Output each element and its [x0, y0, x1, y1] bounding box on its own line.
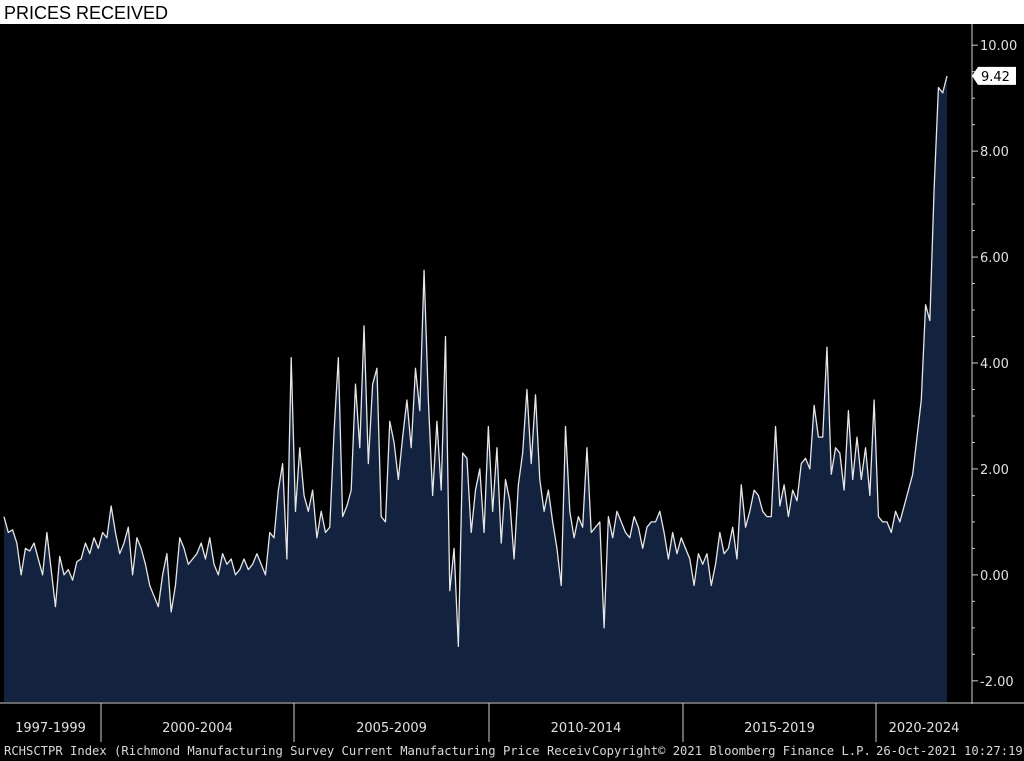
last-value-label: 9.42 — [981, 70, 1010, 85]
y-tick-label: 10.00 — [980, 39, 1017, 54]
chart-panel: 10.00 8.00 6.00 4.00 2.00 0.00 -2.00 9.42 1997-… — [0, 24, 1024, 742]
footer-copyright: Copyright© 2021 Bloomberg Finance L.P. — [592, 744, 871, 758]
last-value-box — [972, 66, 1016, 85]
x-period-label: 2015-2019 — [744, 721, 815, 736]
price-chart: 10.00 8.00 6.00 4.00 2.00 0.00 -2.00 9.42 1997-… — [0, 24, 1024, 742]
y-tick-label: 4.00 — [980, 357, 1009, 372]
x-period-label: 1997-1999 — [15, 721, 86, 736]
price-line — [3, 75, 948, 648]
y-tick-label: -2.00 — [980, 675, 1014, 690]
x-period-label: 2020-2024 — [889, 721, 960, 736]
area-fill — [4, 75, 947, 702]
x-period-label: 2010-2014 — [551, 721, 622, 736]
y-tick-label: 8.00 — [980, 145, 1009, 160]
y-tick-label: 0.00 — [980, 569, 1009, 584]
x-period-label: 2005-2009 — [356, 721, 427, 736]
y-tick-label: 2.00 — [980, 463, 1009, 478]
x-period-label: 2000-2004 — [162, 721, 233, 736]
footer-ticker: RCHSCTPR Index (Richmond Manufacturing S… — [4, 744, 591, 758]
footer-timestamp: 26-Oct-2021 10:27:19 — [876, 744, 1023, 758]
chart-title: PRICES RECEIVED — [4, 3, 169, 23]
footer-bar: RCHSCTPR Index (Richmond Manufacturing S… — [0, 742, 1024, 761]
y-tick-label: 6.00 — [980, 251, 1009, 266]
